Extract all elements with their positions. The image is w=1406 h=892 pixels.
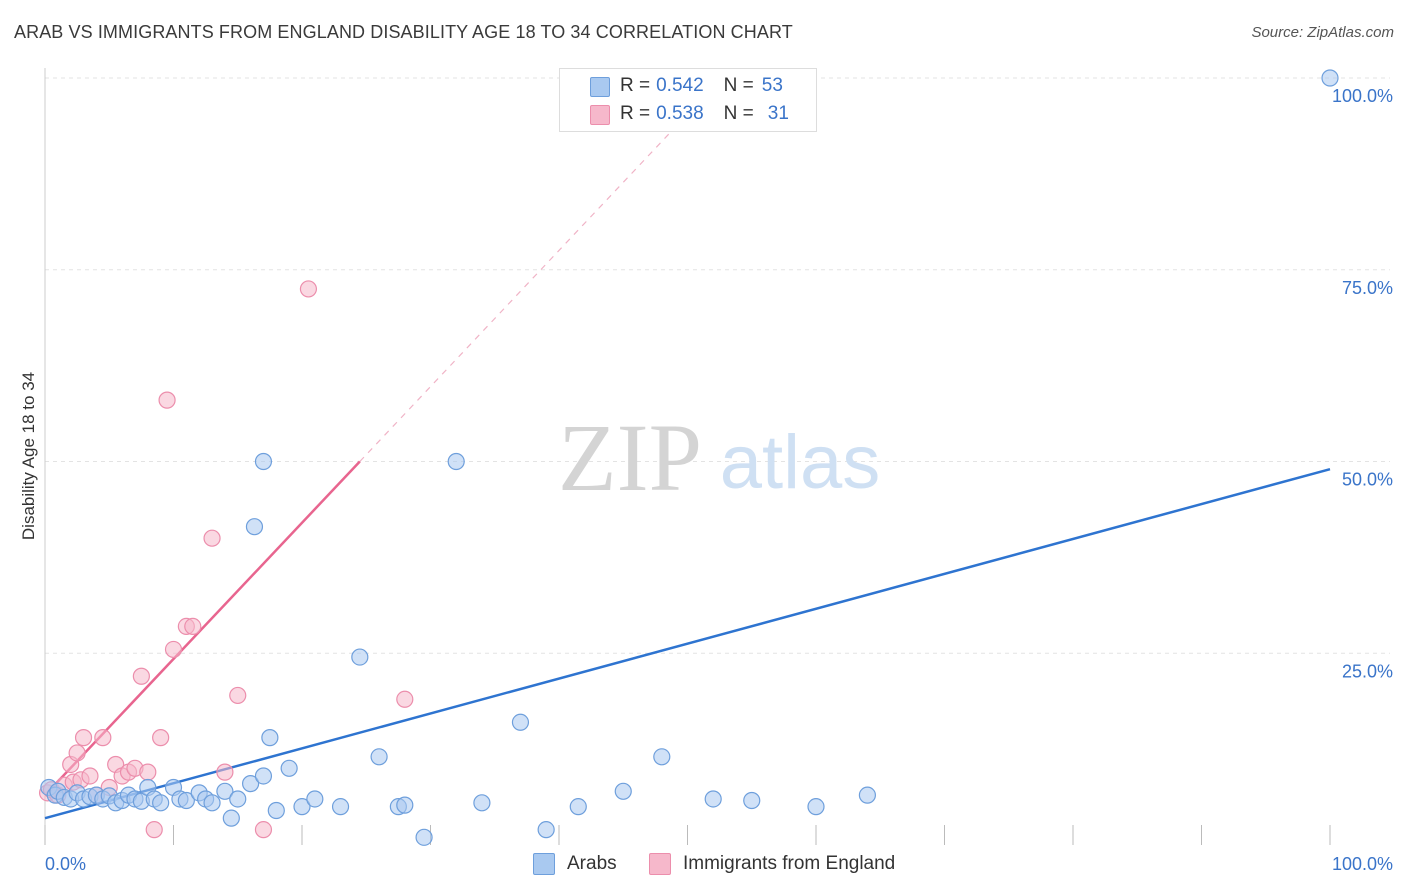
england-r-value: 0.538 [656,103,704,124]
england-n-value: 31 [767,103,789,124]
arabs-point [203,794,221,812]
y-tick-label: 75.0% [1342,278,1393,298]
arabs-point [569,798,587,816]
england-point [132,667,150,685]
arabs-point [331,798,350,816]
arabs-point [242,775,260,793]
england-point [254,821,273,839]
arabs-point [229,790,247,808]
arabs-point [447,452,465,471]
arabs-point [614,782,632,800]
arabs-point [267,801,285,820]
england-point [229,686,247,705]
watermark-zip: ZIP [558,404,702,511]
england-point [81,767,99,785]
y-axis-label: Disability Age 18 to 34 [19,372,38,540]
legend-arabs: Arabs [533,852,617,876]
england-point [94,729,112,747]
england-point [216,763,234,781]
arabs-point [245,518,264,536]
arabs-point [216,782,234,800]
england-point [68,744,86,762]
arabs-point [222,809,240,827]
y-tick-label: 100.0% [1332,86,1393,106]
grid-layer [44,68,1390,845]
x-tick-label: 0.0% [45,854,86,874]
arabs-point [306,790,324,808]
legend-england-label: Immigrants from England [683,853,896,874]
arabs-point [177,791,195,810]
legend-arabs-swatch [533,853,555,875]
arabs-point [1321,69,1339,87]
arabs-point [351,648,369,666]
england-point [145,821,163,839]
arabs-stats: R = 0.542 N = 53 [620,73,783,99]
england-r-label: R = [620,103,651,124]
england-point [396,690,414,708]
arabs-point [537,821,555,839]
stats-legend: R = 0.542 N = 53 R = 0.538 N = 31 [559,68,817,132]
legend-england-swatch [649,853,671,875]
arabs-r-value: 0.542 [656,75,704,96]
england-point [74,729,93,747]
y-tick-label: 50.0% [1342,470,1393,490]
y-tick-label: 25.0% [1342,661,1393,681]
arabs-n-label: N = [723,75,754,96]
legend-arabs-label: Arabs [567,853,617,874]
arabs-point [261,729,279,747]
england-point [164,640,183,659]
england-point [158,391,176,409]
arabs-point [858,786,877,804]
arabs-point [653,748,671,766]
arabs-n-value: 53 [761,75,783,96]
legend-england: Immigrants from England [649,852,895,876]
england-trendline-extension [359,77,723,462]
arabs-point [293,798,311,816]
ticks-layer: 25.0% 50.0% 75.0% 100.0% 0.0% 100.0% [45,86,1393,874]
arabs-swatch [590,77,610,97]
arabs-r-label: R = [620,75,651,96]
arabs-point [511,713,530,731]
arabs-point [152,794,170,812]
watermark-atlas: atlas [720,420,881,505]
england-point [152,729,170,747]
england-point [299,280,318,298]
england-point [139,763,157,781]
england-point [184,617,202,636]
england-n-label: N = [723,103,754,124]
x-tick-label: 100.0% [1332,854,1393,874]
arabs-point [280,759,298,777]
arabs-trendline [44,467,1331,820]
arabs-point [807,798,825,816]
source-label: Source: ZipAtlas.com [1251,24,1394,41]
england-stats: R = 0.538 N = 31 [620,101,789,127]
england-point [203,529,221,547]
arabs-point [370,748,388,766]
arabs-point [254,767,273,785]
chart-title: ARAB VS IMMIGRANTS FROM ENGLAND DISABILI… [14,22,793,42]
points-layer [38,69,1339,846]
arabs-point [743,791,761,810]
watermark: ZIP atlas [558,404,880,511]
arabs-point [704,790,722,808]
arabs-point [415,828,433,846]
arabs-point [473,794,491,812]
arabs-point [254,452,273,471]
england-swatch [590,105,610,125]
arabs-point [396,796,414,814]
